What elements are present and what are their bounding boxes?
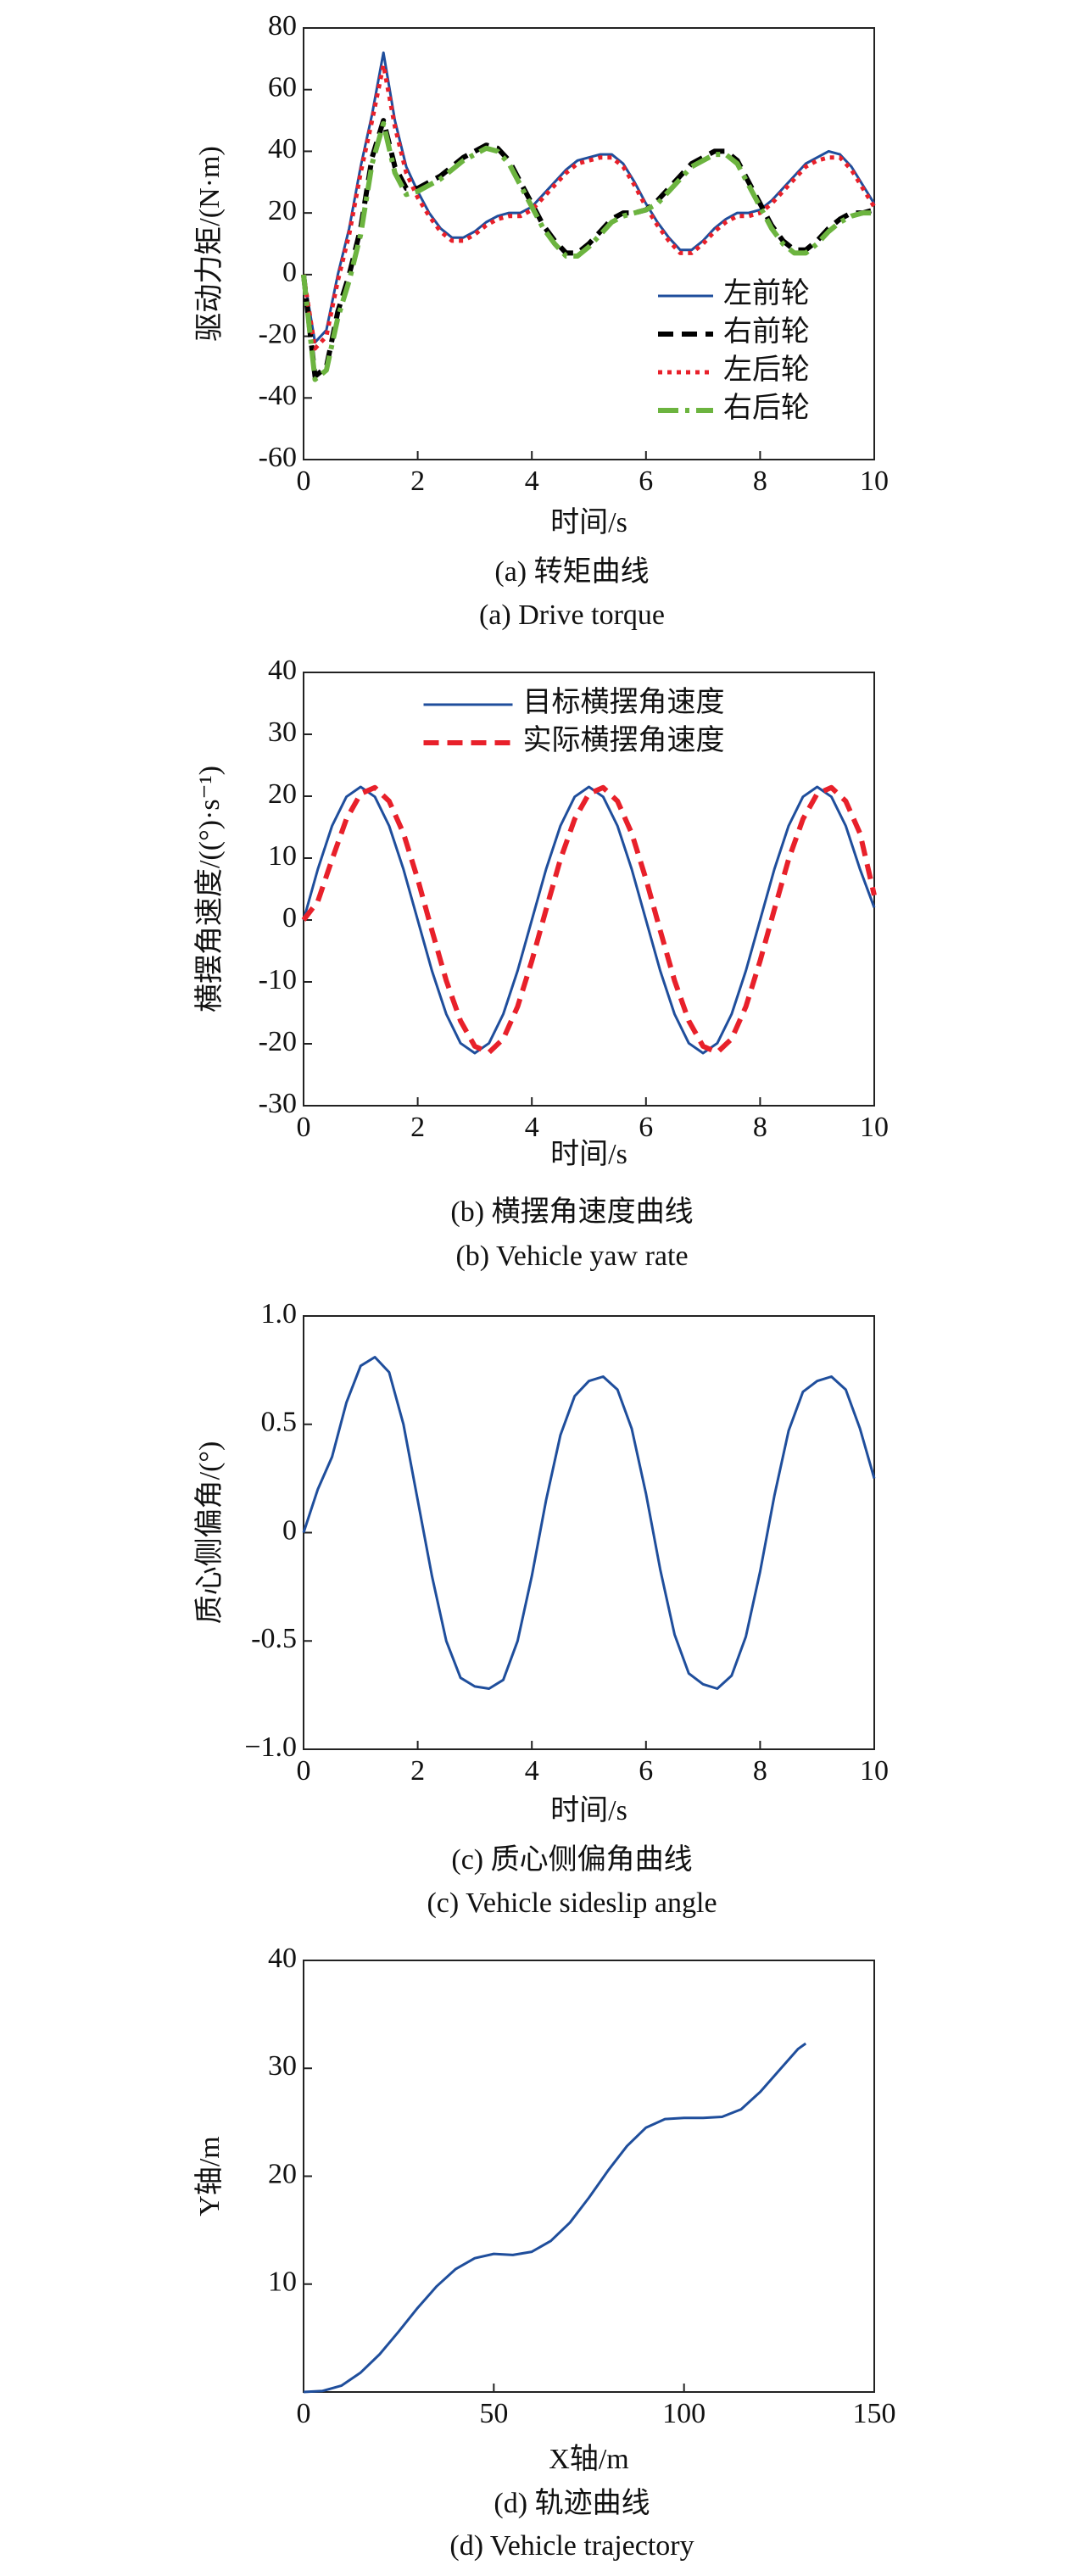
- data-line: [303, 2042, 807, 2394]
- y-axis-label: Y轴/m: [193, 2136, 226, 2216]
- data-line: [301, 120, 874, 382]
- caption-en: (a) Drive torque: [479, 599, 665, 631]
- data-line: [302, 1356, 876, 1690]
- y-tick-label: -20: [259, 1026, 297, 1057]
- x-axis-label: 时间/s: [550, 507, 627, 538]
- y-axis-label: 质心侧偏角/(°): [193, 1441, 226, 1625]
- y-tick-label: 10: [268, 840, 297, 872]
- y-tick-label: -30: [259, 1088, 297, 1119]
- caption-cn: (c) 质心侧偏角曲线: [451, 1843, 692, 1876]
- y-tick-label: −1.0: [244, 1731, 297, 1763]
- x-tick-label: 2: [410, 1755, 425, 1787]
- x-tick-label: 10: [860, 1112, 889, 1143]
- y-tick-label: 40: [268, 133, 297, 164]
- y-tick-label: 30: [268, 716, 297, 748]
- caption-cn: (a) 转矩曲线: [494, 555, 649, 588]
- legend-label: 右后轮: [723, 392, 810, 424]
- caption-cn: (b) 横摆角速度曲线: [450, 1196, 693, 1228]
- legend-label: 右前轮: [723, 315, 810, 348]
- x-tick-label: 50: [479, 2398, 508, 2429]
- x-tick-label: 8: [753, 1112, 767, 1143]
- x-tick-label: 8: [753, 1755, 767, 1787]
- y-tick-label: -40: [259, 380, 297, 411]
- y-tick-label: 0: [282, 902, 297, 934]
- plot-frame: [303, 1960, 875, 2393]
- y-tick-label: 0.5: [261, 1407, 298, 1438]
- legend-label: 左前轮: [723, 277, 810, 309]
- x-tick-label: 10: [860, 1755, 889, 1787]
- y-tick-label: -0.5: [251, 1623, 297, 1654]
- x-tick-label: 6: [639, 1755, 653, 1787]
- y-tick-label: 20: [268, 778, 297, 810]
- x-axis-label: X轴/m: [549, 2443, 628, 2475]
- legend-label: 目标横摆角速度: [523, 686, 725, 718]
- x-tick-label: 4: [525, 1112, 539, 1143]
- x-axis-label: 时间/s: [550, 1795, 627, 1826]
- x-tick-label: 8: [753, 466, 767, 497]
- data-line: [301, 784, 877, 1056]
- legend-label: 实际横摆角速度: [523, 724, 725, 756]
- y-tick-label: 40: [268, 655, 297, 686]
- y-tick-label: 30: [268, 2050, 297, 2082]
- y-axis-label: 横摆角速度/((°)·s⁻¹): [193, 766, 226, 1012]
- x-tick-label: 0: [297, 466, 311, 497]
- x-tick-label: 0: [297, 2398, 311, 2429]
- data-line: [302, 785, 876, 1055]
- x-tick-label: 0: [297, 1755, 311, 1787]
- x-tick-label: 100: [662, 2398, 706, 2429]
- x-tick-label: 150: [853, 2398, 896, 2429]
- caption-en: (b) Vehicle yaw rate: [455, 1241, 688, 1272]
- y-tick-label: 80: [268, 10, 297, 42]
- y-tick-label: 20: [268, 2158, 297, 2189]
- y-tick-label: -10: [259, 964, 297, 995]
- y-tick-label: -60: [259, 442, 297, 473]
- y-tick-label: 60: [268, 72, 297, 103]
- y-tick-label: 0: [282, 1514, 297, 1546]
- y-tick-label: 0: [282, 257, 297, 288]
- chart: 0 2 4 6 8 10 -30 -20 -10 0 10 20 30 40 目标横摆角速度实际横摆角速度横…: [193, 655, 889, 1272]
- x-tick-label: 6: [639, 466, 653, 497]
- caption-en: (c) Vehicle sideslip angle: [427, 1887, 717, 1919]
- plot-frame: [303, 27, 875, 460]
- y-tick-label: -20: [259, 318, 297, 349]
- x-axis-label: 时间/s: [550, 1139, 627, 1170]
- y-axis-label: 驱动力矩/(N·m): [193, 146, 226, 341]
- y-tick-label: 10: [268, 2267, 297, 2298]
- data-line: [301, 118, 875, 379]
- caption-cn: (d) 轨迹曲线: [494, 2487, 650, 2519]
- x-tick-label: 2: [410, 1112, 425, 1143]
- y-tick-label: 40: [268, 1943, 297, 1974]
- x-tick-label: 10: [860, 466, 889, 497]
- x-tick-label: 4: [525, 466, 539, 497]
- y-tick-label: 1.0: [261, 1298, 298, 1330]
- legend-label: 左后轮: [723, 354, 810, 386]
- chart: 0 2 4 6 8 10 −1.0 -0.5 0 0.5 1.0 质心侧偏角/(°) 时间/s (c) 质…: [193, 1298, 889, 1919]
- x-tick-label: 0: [297, 1112, 311, 1143]
- x-tick-label: 4: [525, 1755, 539, 1787]
- chart: 0 50 100 150 10 20 30 40 Y轴/m X轴/m (d) 轨迹曲线 (d) Veh…: [193, 1943, 896, 2562]
- y-tick-label: 20: [268, 195, 297, 226]
- caption-en: (d) Vehicle trajectory: [449, 2530, 694, 2562]
- x-tick-label: 6: [639, 1112, 653, 1143]
- x-tick-label: 2: [410, 466, 425, 497]
